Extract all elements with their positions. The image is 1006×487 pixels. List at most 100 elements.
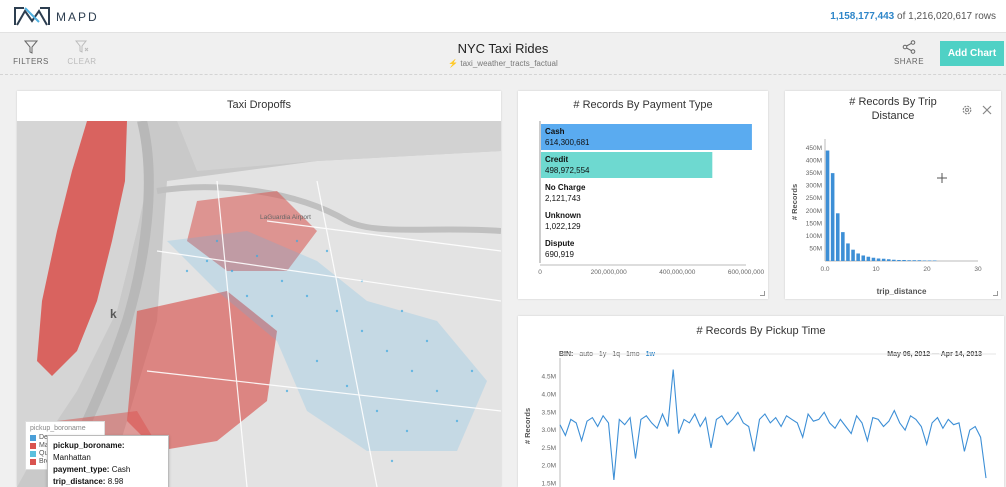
bar-value-label: 1,022,129 (545, 222, 581, 231)
histogram-bar (876, 258, 881, 261)
resize-handle[interactable] (993, 291, 998, 296)
tooltip-value: Cash (109, 465, 131, 474)
y-tick-label: 250M (806, 195, 822, 202)
histogram-bar (846, 243, 850, 261)
dashboard-title[interactable]: NYC Taxi Rides (457, 41, 549, 56)
x-tick-label: 0.0 (820, 266, 829, 273)
histogram-bar (907, 260, 911, 261)
pickup-time-panel: # Records By Pickup Time BIN: auto 1y 1q… (518, 316, 1004, 487)
trip-distance-chart[interactable]: 50M 100M 150M 200M 250M 300M 350M 400M 450M 0.0 10… (785, 91, 1001, 299)
bar-unknown (541, 208, 542, 234)
payment-chart-title: # Records By Payment Type (573, 99, 713, 111)
share-label: SHARE (893, 57, 925, 66)
mapd-logo-icon[interactable] (13, 5, 51, 27)
resize-handle[interactable] (760, 291, 765, 296)
legend-item[interactable]: De (30, 434, 100, 441)
y-tick-label: 2.0M (542, 463, 556, 470)
map-title: Taxi Dropoffs (227, 99, 291, 111)
histogram-bar (830, 173, 835, 261)
histogram-bar (917, 260, 922, 261)
y-tick-label: 1.5M (542, 480, 556, 487)
legend-swatch (30, 458, 36, 465)
histogram-bar (892, 259, 896, 261)
histogram-bar (922, 260, 927, 261)
histogram-bar (912, 260, 917, 261)
histogram-bar (861, 255, 866, 261)
payment-type-chart[interactable]: Cash 614,300,681 Credit 498,972,554 No Charg… (518, 91, 768, 299)
y-tick-label: 200M (806, 208, 822, 215)
share-button[interactable]: SHARE (889, 40, 929, 66)
histogram-bar (856, 253, 860, 261)
x-tick-label: 30 (974, 266, 982, 273)
bar-category-label: No Charge (545, 183, 586, 192)
top-bar: MAPD 1,158,177,443 of 1,216,020,617 rows (0, 0, 1006, 33)
y-tick-label: 4.0M (542, 391, 556, 398)
y-tick-label: 150M (806, 220, 822, 227)
y-axis-label: # Records (523, 408, 532, 444)
legend-item-label: De (39, 434, 48, 441)
y-tick-label: 3.5M (542, 409, 556, 416)
distance-chart-title: # Records By Trip Distance (785, 95, 1001, 123)
clear-filter-icon (75, 40, 89, 53)
x-tick-label: 600,000,000 (728, 269, 765, 276)
x-tick-label: 20 (923, 266, 931, 273)
distance-title-line2: Distance (871, 110, 915, 122)
bar-dispute (541, 236, 542, 262)
histogram-bar (902, 259, 906, 261)
row-count: 1,158,177,443 of 1,216,020,617 rows (830, 11, 996, 22)
bar-category-label: Credit (545, 155, 568, 164)
legend-item-label: Ma (39, 442, 49, 449)
legend-item[interactable]: Ma (30, 442, 100, 449)
distance-title-line1: # Records By Trip (849, 96, 937, 108)
tooltip-key: trip_distance: (53, 477, 106, 486)
tooltip-value: 8.98 (105, 477, 124, 486)
bar-value-label: 498,972,554 (545, 166, 590, 175)
laguardia-airport-label: LaGuardia Airport (260, 214, 311, 221)
legend-swatch (30, 434, 36, 441)
x-tick-label: 200,000,000 (591, 269, 628, 276)
y-tick-label: 3.0M (542, 427, 556, 434)
legend-item-label: Qu (39, 450, 49, 457)
clear-label: CLEAR (67, 57, 97, 66)
bar-value-label: 614,300,681 (545, 138, 590, 147)
y-tick-label: 400M (806, 158, 822, 165)
legend-item[interactable]: Qu (30, 450, 100, 457)
histogram-bar (841, 232, 845, 261)
histogram-bar (871, 257, 876, 261)
filters-button[interactable]: FILTERS (11, 40, 51, 66)
histogram-bar (897, 259, 901, 261)
dashboard-toolbar: FILTERS CLEAR NYC Taxi Rides ⚡ taxi_weat… (0, 34, 1006, 75)
legend-swatch (30, 450, 36, 457)
settings-gear-icon[interactable] (961, 104, 973, 116)
histogram-bar (866, 256, 871, 261)
payment-type-panel: # Records By Payment Type Cash 614,300,68… (518, 91, 768, 299)
share-icon (902, 40, 916, 54)
bar-value-label: 690,919 (545, 250, 574, 259)
histogram-bar (932, 260, 937, 261)
y-tick-label: 50M (809, 245, 822, 252)
x-tick-label: 10 (872, 266, 880, 273)
y-axis-label: # Records (790, 184, 799, 220)
filtered-row-count: 1,158,177,443 (830, 11, 895, 22)
histogram-bar (835, 213, 840, 261)
clear-filters-button[interactable]: CLEAR (62, 40, 102, 66)
add-chart-button[interactable]: Add Chart (940, 41, 1004, 66)
bar-category-label: Unknown (545, 211, 581, 220)
borough-label: k (110, 307, 117, 321)
close-icon[interactable] (982, 105, 992, 115)
x-axis-label: trip_distance (877, 287, 927, 296)
x-tick-label: 400,000,000 (659, 269, 696, 276)
x-tick-label: 0 (538, 269, 542, 276)
y-tick-label: 450M (806, 145, 822, 152)
histogram-bar (886, 259, 891, 261)
taxi-dropoffs-map[interactable]: LaGuardia Airport k (17, 121, 501, 487)
legend-title: pickup_boroname (30, 425, 86, 432)
pickup-time-series-line (559, 369, 987, 480)
brand-name: MAPD (56, 10, 99, 24)
y-tick-label: 300M (806, 183, 822, 190)
pickup-time-chart[interactable]: 1.5M 2.0M 2.5M 3.0M 3.5M 4.0M 4.5M # Records (518, 316, 1004, 487)
taxi-dropoffs-panel: Taxi Dropoffs (17, 91, 501, 487)
histogram-bar (881, 258, 886, 261)
filters-label: FILTERS (13, 57, 49, 66)
bar-category-label: Dispute (545, 239, 575, 248)
